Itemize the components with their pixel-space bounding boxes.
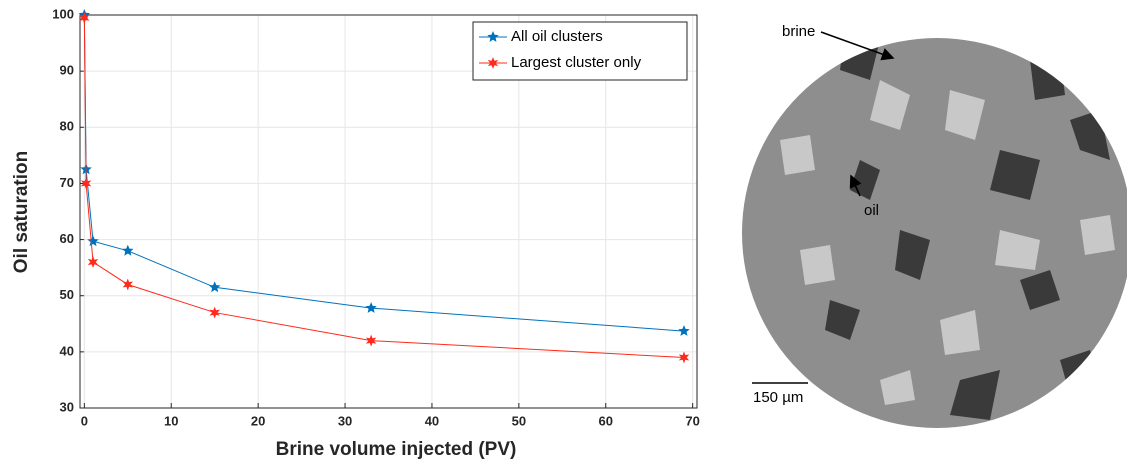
oil-label: oil — [864, 202, 879, 219]
brine-arrow — [820, 31, 895, 61]
legend-box — [472, 21, 688, 81]
data-point — [87, 256, 99, 268]
x-tick-label: 0 — [81, 413, 88, 428]
legend-marker — [487, 57, 499, 69]
x-axis-label: Brine volume injected (PV) — [276, 439, 517, 460]
micrograph: brine oil 150 µm — [742, 23, 1127, 428]
x-tick-label: 70 — [685, 413, 699, 428]
data-point — [122, 244, 134, 256]
legend-marker — [487, 31, 499, 42]
brine-label: brine — [782, 23, 815, 40]
y-tick-label: 60 — [60, 231, 74, 246]
data-point — [209, 281, 221, 293]
legend-label: All oil clusters — [511, 28, 603, 45]
y-tick-label: 30 — [60, 399, 74, 414]
scale-bar-label: 150 µm — [753, 389, 803, 406]
data-point — [87, 235, 99, 247]
x-tick-label: 20 — [251, 413, 265, 428]
data-point — [678, 325, 690, 336]
x-tick-label: 10 — [164, 413, 178, 428]
data-point — [678, 351, 690, 364]
x-tick-label: 50 — [512, 413, 526, 428]
data-point — [80, 177, 92, 190]
y-tick-label: 50 — [60, 287, 74, 302]
plot-frame — [79, 14, 698, 409]
data-point — [209, 306, 220, 319]
y-tick-label: 40 — [60, 343, 74, 358]
data-point — [122, 278, 133, 291]
x-tick-label: 30 — [338, 413, 352, 428]
y-axis-label: Oil saturation — [11, 151, 32, 273]
legend-label: Largest cluster only — [511, 54, 642, 71]
y-tick-label: 90 — [60, 63, 74, 78]
y-tick-label: 70 — [60, 175, 74, 190]
x-tick-label: 60 — [599, 413, 613, 428]
oil-arrow — [849, 174, 862, 197]
y-tick-label: 80 — [60, 119, 74, 134]
y-tick-label: 100 — [52, 6, 74, 21]
data-point — [365, 302, 377, 313]
data-point — [79, 11, 90, 24]
x-tick-label: 40 — [425, 413, 439, 428]
data-point — [365, 334, 377, 347]
